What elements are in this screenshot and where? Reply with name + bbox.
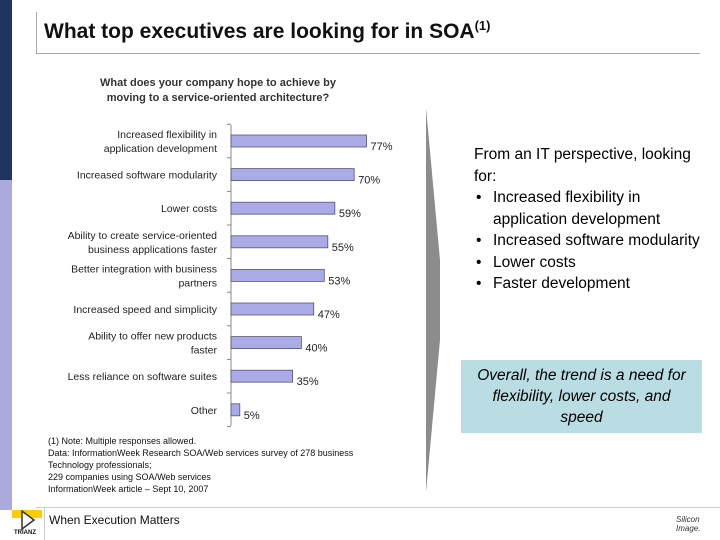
category-label: Lower costs: [161, 203, 217, 215]
logo-line: Silicon: [676, 515, 700, 524]
footnote-line: 229 companies using SOA/Web services: [48, 472, 211, 482]
bar: [230, 369, 293, 383]
silicon-image-logo: Silicon Image.: [676, 515, 700, 533]
data-label: 53%: [328, 275, 350, 287]
data-label: 5%: [244, 410, 260, 422]
footnote-line: InformationWeek article – Sept 10, 2007: [48, 484, 209, 494]
bar: [230, 235, 329, 249]
slide-title-footnote-mark: (1): [474, 18, 491, 33]
logo-line: Image.: [676, 524, 701, 533]
category-label: Ability to offer new products: [88, 331, 217, 343]
bar: [230, 403, 241, 417]
category-label: application development: [104, 143, 217, 155]
survey-bar-chart: What does your company hope to achieve b…: [68, 77, 393, 428]
arrow-icon: [426, 108, 440, 492]
category-label: business applications faster: [88, 244, 217, 256]
it-perspective-intro: From an IT perspective, looking for:: [474, 146, 691, 185]
conclusion-callout: Overall, the trend is a need for flexibi…: [461, 360, 702, 433]
it-perspective-panel: From an IT perspective, looking for: Inc…: [474, 144, 704, 295]
it-perspective-bullet: Increased flexibility in application dev…: [474, 187, 704, 230]
category-label: Increased software modularity: [77, 170, 218, 182]
data-label: 47%: [318, 309, 340, 321]
slide-title-text: What top executives are looking for in S…: [44, 20, 475, 43]
category-label: Less reliance on software suites: [68, 371, 217, 383]
footer-left-rule: [44, 507, 45, 540]
data-label: 55%: [332, 242, 354, 254]
it-perspective-bullet: Increased software modularity: [474, 230, 704, 252]
it-perspective-bullet: Lower costs: [474, 252, 704, 274]
bar: [230, 201, 336, 215]
sidebar-dark-band: [0, 0, 12, 180]
footnotes: (1) Note: Multiple responses allowed. Da…: [48, 435, 353, 495]
data-label: 35%: [297, 376, 319, 388]
footnote-line: (1) Note: Multiple responses allowed.: [48, 436, 197, 446]
bar: [230, 134, 367, 148]
it-perspective-bullet: Faster development: [474, 273, 704, 295]
footer-tagline: When Execution Matters: [49, 513, 180, 527]
data-label: 70%: [358, 175, 380, 187]
data-label: 59%: [339, 208, 361, 220]
logo-wordmark: TRIANZ: [14, 530, 36, 536]
conclusion-callout-text: Overall, the trend is a need for flexibi…: [477, 367, 686, 426]
bar: [230, 268, 325, 282]
category-label: Ability to create service-oriented: [68, 230, 218, 242]
slide-title: What top executives are looking for in S…: [44, 18, 490, 44]
title-left-rule: [36, 12, 37, 54]
bar: [230, 336, 302, 350]
it-perspective-list: Increased flexibility in application dev…: [474, 187, 704, 295]
chart-title: moving to a service-oriented architectur…: [107, 92, 330, 104]
chart-title: What does your company hope to achieve b…: [100, 77, 337, 89]
trianz-logo: TRIANZ: [12, 510, 42, 540]
footnote-line: Technology professionals;: [48, 460, 152, 470]
title-rule: [36, 53, 700, 54]
category-label: Increased flexibility in: [117, 129, 217, 141]
logo-mark-icon: [21, 510, 35, 530]
category-label: Other: [191, 405, 218, 417]
footnote-line: Data: InformationWeek Research SOA/Web s…: [48, 448, 354, 458]
data-label: 40%: [305, 343, 327, 355]
category-label: Better integration with business: [71, 263, 217, 275]
sidebar-light-band: [0, 180, 12, 510]
bar: [230, 168, 355, 181]
footer-rule: [36, 507, 720, 508]
bar: [230, 302, 315, 316]
category-label: faster: [191, 345, 218, 357]
category-label: partners: [178, 277, 217, 289]
category-label: Increased speed and simplicity: [73, 304, 217, 316]
data-label: 77%: [371, 141, 393, 153]
